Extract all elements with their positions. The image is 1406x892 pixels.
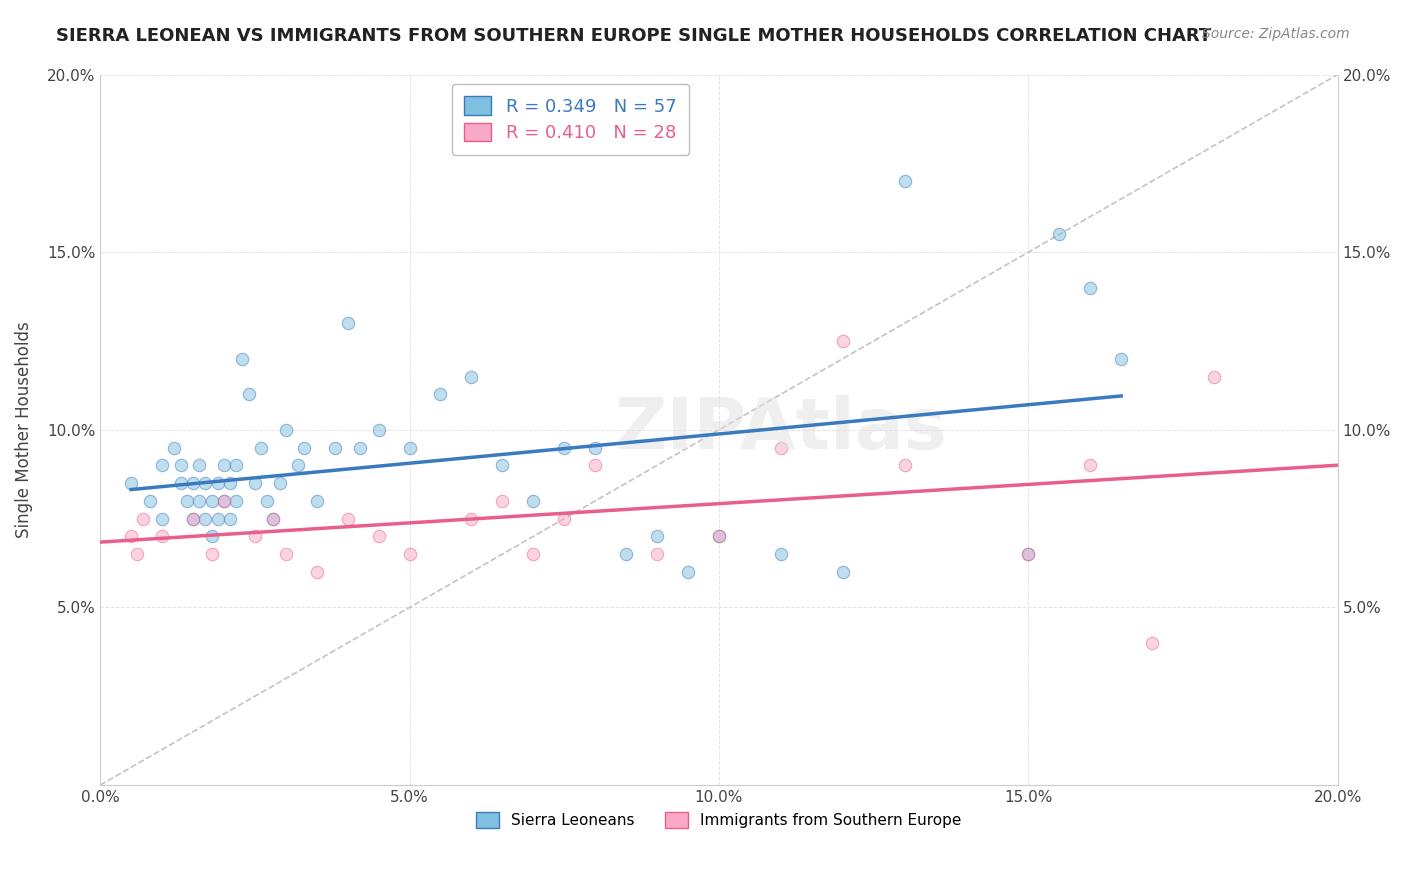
Point [323,441,346,455]
Point [194,511,217,525]
Legend: Sierra Leoneans, Immigrants from Southern Europe: Sierra Leoneans, Immigrants from Souther… [470,806,967,834]
Point [169,458,191,473]
Point [176,494,198,508]
Point [274,423,297,437]
Y-axis label: Single Mother Households: Single Mother Households [15,321,32,538]
Point [163,441,186,455]
Point [460,369,482,384]
Point [225,494,247,508]
Point [243,476,266,491]
Point [120,529,142,543]
Point [893,174,915,188]
Point [212,458,235,473]
Point [150,511,173,525]
Point [707,529,730,543]
Point [1017,547,1039,561]
Point [645,547,668,561]
Point [238,387,260,401]
Point [243,529,266,543]
Point [169,476,191,491]
Point [769,441,792,455]
Point [614,547,637,561]
Point [188,458,211,473]
Point [181,511,204,525]
Point [262,511,284,525]
Point [645,529,668,543]
Point [553,441,575,455]
Point [1078,458,1101,473]
Point [132,511,155,525]
Point [398,547,420,561]
Point [583,441,606,455]
Point [522,494,544,508]
Point [256,494,278,508]
Point [1140,636,1163,650]
Point [150,458,173,473]
Point [429,387,451,401]
Point [1047,227,1070,242]
Point [181,476,204,491]
Point [219,511,242,525]
Point [207,476,229,491]
Point [292,441,315,455]
Point [769,547,792,561]
Point [194,476,217,491]
Point [349,441,371,455]
Point [181,511,204,525]
Point [1202,369,1225,384]
Point [707,529,730,543]
Point [305,565,328,579]
Point [212,494,235,508]
Point [200,494,222,508]
Point [225,458,247,473]
Point [188,494,211,508]
Point [583,458,606,473]
Point [398,441,420,455]
Point [262,511,284,525]
Point [336,316,359,330]
Point [367,529,389,543]
Point [491,494,513,508]
Point [460,511,482,525]
Point [287,458,309,473]
Point [676,565,699,579]
Point [120,476,142,491]
Point [367,423,389,437]
Point [212,494,235,508]
Text: Source: ZipAtlas.com: Source: ZipAtlas.com [1202,27,1350,41]
Point [831,565,853,579]
Point [553,511,575,525]
Text: ZIPAtlas: ZIPAtlas [614,395,948,465]
Text: SIERRA LEONEAN VS IMMIGRANTS FROM SOUTHERN EUROPE SINGLE MOTHER HOUSEHOLDS CORRE: SIERRA LEONEAN VS IMMIGRANTS FROM SOUTHE… [56,27,1212,45]
Point [200,547,222,561]
Point [1078,281,1101,295]
Point [207,511,229,525]
Point [250,441,273,455]
Point [491,458,513,473]
Point [893,458,915,473]
Point [269,476,291,491]
Point [138,494,160,508]
Point [1109,351,1132,366]
Point [1017,547,1039,561]
Point [127,547,149,561]
Point [219,476,242,491]
Point [274,547,297,561]
Point [231,351,253,366]
Point [305,494,328,508]
Point [831,334,853,348]
Point [522,547,544,561]
Point [336,511,359,525]
Point [200,529,222,543]
Point [150,529,173,543]
